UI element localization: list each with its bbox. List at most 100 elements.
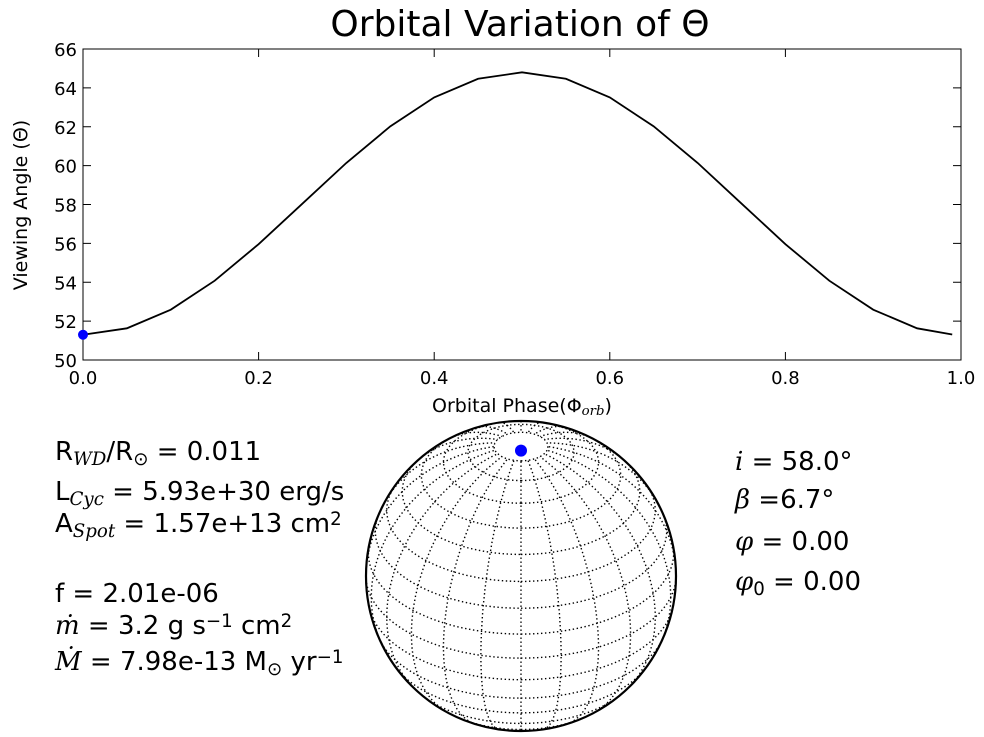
sphere [364,419,678,733]
sphere-grid [520,544,675,635]
y-axis-label: Viewing Angle (Θ) [10,120,32,290]
y-tick-label: 66 [54,40,77,61]
text-part: = 1.57e+13 cm [115,509,330,539]
text-part: yr [282,647,317,677]
y-tick-label: 62 [54,118,77,139]
y-tick-label: 54 [54,273,77,294]
text-part: β [734,485,750,515]
sphere-grid [420,435,521,529]
text-part: = 3.2 g s [80,611,206,641]
sphere-grid [383,442,496,504]
y-tick-label: 50 [54,351,77,372]
sphere-grid [374,514,521,609]
sphere-grid [539,456,632,714]
y-tick-label: 60 [54,157,77,178]
sphere-grid [521,693,623,725]
plot-frame [82,48,962,361]
y-tick-label: 56 [54,234,77,255]
y-tick-label: 64 [54,79,77,100]
sphere-grid [401,459,521,556]
text-part: A [55,509,73,539]
chart-title: Orbital Variation of Θ [330,4,709,45]
sphere-grid [520,667,647,714]
sphere-grid [521,609,673,681]
sphere-grid [546,442,659,504]
sphere-grid [442,458,509,725]
text-part: 2 [330,509,342,530]
y-tick-label: 58 [54,196,77,217]
sphere-grid [521,514,668,609]
x-tick-label: 0.6 [595,368,624,389]
text-part: = 7.98e-13 M [82,647,267,677]
sphere-grid [493,431,549,462]
annotation: LCyc = 5.93e+30 erg/s [55,477,344,510]
text-part: ⊙ [133,449,148,470]
sphere-grid [533,458,600,725]
sphere-grid [527,460,562,730]
sphere-grid [521,435,622,529]
text-part: φ [735,527,754,557]
text-part: = 0.00 [753,527,849,557]
text-part: cm [233,611,281,641]
sphere-grid [521,639,663,699]
text-part: φ [735,567,754,597]
text-part: Φ [567,395,582,417]
x-tick-label: 0.0 [69,368,98,389]
text-part: R [55,437,73,467]
sphere-outline [364,419,678,733]
text-part: ) [605,395,612,417]
text-part: = 0.011 [148,437,261,467]
x-tick-label: 0.8 [771,368,800,389]
text-part: Spot [73,521,116,542]
x-tick-label: 0.4 [420,368,449,389]
annotation: ASpot = 1.57e+13 cm2 [55,509,342,542]
sphere-grid [546,449,672,646]
text-part: =6.7° [750,485,834,515]
sphere-grid [521,459,641,556]
text-part: /R [106,437,133,467]
x-axis-label: Orbital Phase(Φorb) [432,395,612,419]
annotation: ṁ = 3.2 g s−1 cm2 [55,611,292,641]
sphere-grid [370,449,496,646]
spot [515,444,527,457]
x-tick-label: 0.2 [244,368,273,389]
text-part: Orbital Phase( [432,395,567,417]
annotation: i = 58.0° [735,447,853,477]
text-part: Cyc [70,489,104,510]
annotation: β =6.7° [734,485,834,515]
text-part: f = 2.01e-06 [55,579,219,609]
sphere-grid [386,485,521,583]
text-part: ṁ [55,611,80,641]
annotation: Ṁ = 7.98e-13 M⊙ yr−1 [54,646,343,680]
marker-point [78,329,88,340]
sphere-grid [369,609,521,681]
y-tick-label: 52 [54,312,77,333]
sphere-grid [521,485,656,583]
text-part: ⊙ [267,659,282,680]
data-line [82,71,953,336]
sphere-grid [410,456,503,714]
annotation: φ = 0.00 [735,527,849,557]
x-tick-label: 1.0 [947,368,976,389]
text-part: orb [582,404,605,419]
text-part: 0 [753,579,765,600]
sphere-grid [365,445,495,572]
text-part: = 0.00 [765,567,861,597]
sphere-grid [419,693,521,725]
text-part: −1 [206,611,233,632]
annotation: φ0 = 0.00 [735,567,861,600]
annotation: RWD/R⊙ = 0.011 [55,437,261,470]
annotation: f = 2.01e-06 [55,579,219,609]
text-part: = 5.93e+30 erg/s [104,477,344,507]
text-part: i [735,447,743,477]
text-part: L [55,477,70,507]
text-part: WD [73,449,107,470]
sphere-grid [367,544,522,635]
text-part: Ṁ [54,646,83,677]
sphere-grid [379,639,521,699]
sphere-grid [365,578,521,659]
sphere-grid [521,575,677,659]
text-part: = 58.0° [743,447,852,477]
sphere-grid [480,460,515,730]
